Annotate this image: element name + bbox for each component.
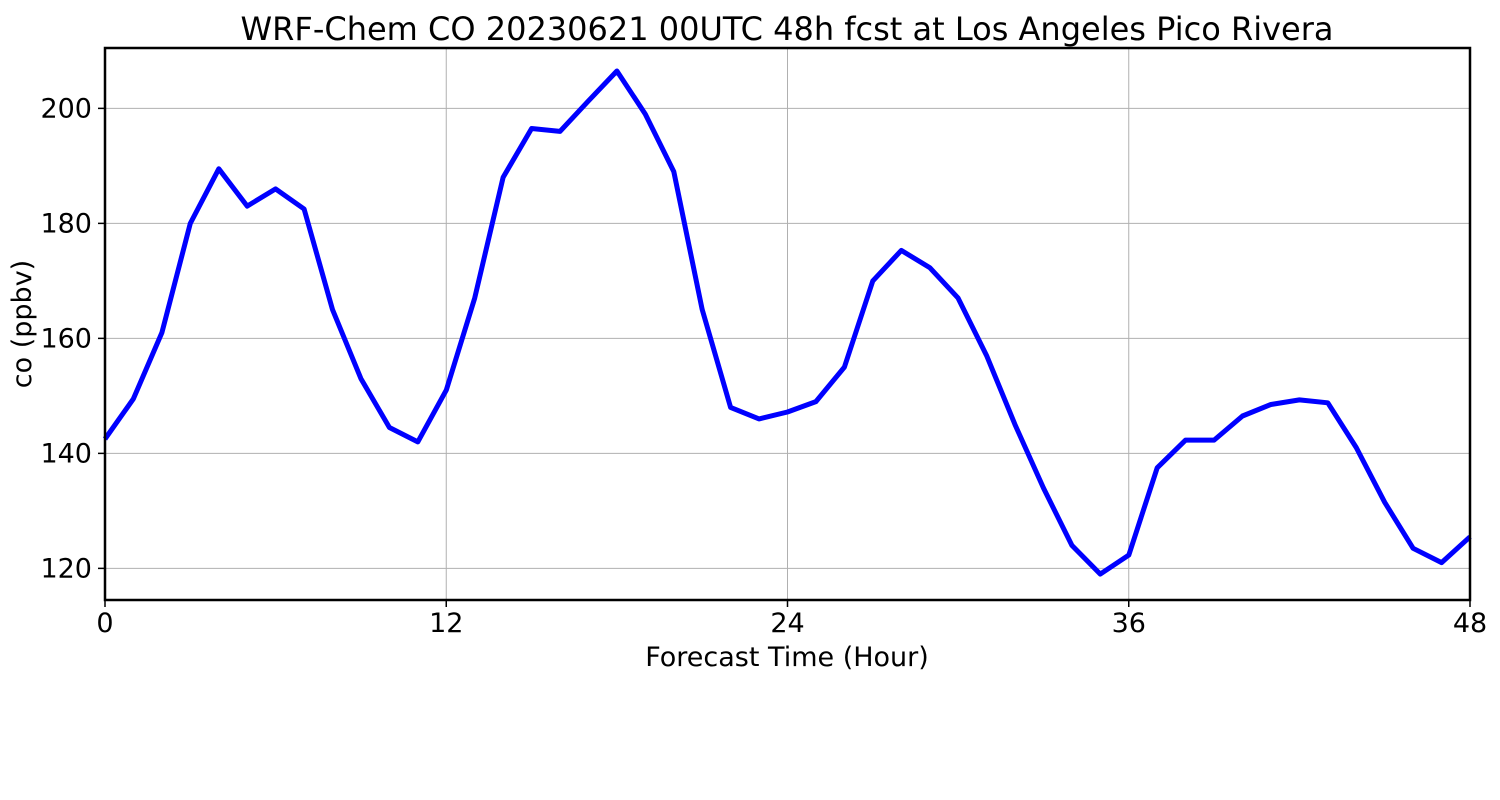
x-tick-label: 0 (96, 608, 113, 639)
y-tick-label: 200 (40, 93, 92, 124)
y-tick-label: 180 (40, 208, 92, 239)
y-tick-label: 140 (40, 438, 92, 469)
axis-ticks: 0 12 24 36 48 120 140 160 180 200 (40, 93, 1487, 639)
y-tick-label: 160 (40, 323, 92, 354)
x-tick-label: 24 (770, 608, 804, 639)
series-group (102, 68, 1472, 577)
x-tick-label: 36 (1112, 608, 1146, 639)
chart-title: WRF-Chem CO 20230621 00UTC 48h fcst at L… (241, 10, 1334, 48)
y-axis-label: co (ppbv) (7, 260, 38, 388)
plot-frame (103, 46, 1472, 602)
x-axis-label: Forecast Time (Hour) (645, 642, 929, 673)
x-tick-label: 12 (429, 608, 463, 639)
x-tick-label: 48 (1453, 608, 1487, 639)
y-tick-label: 120 (40, 553, 92, 584)
